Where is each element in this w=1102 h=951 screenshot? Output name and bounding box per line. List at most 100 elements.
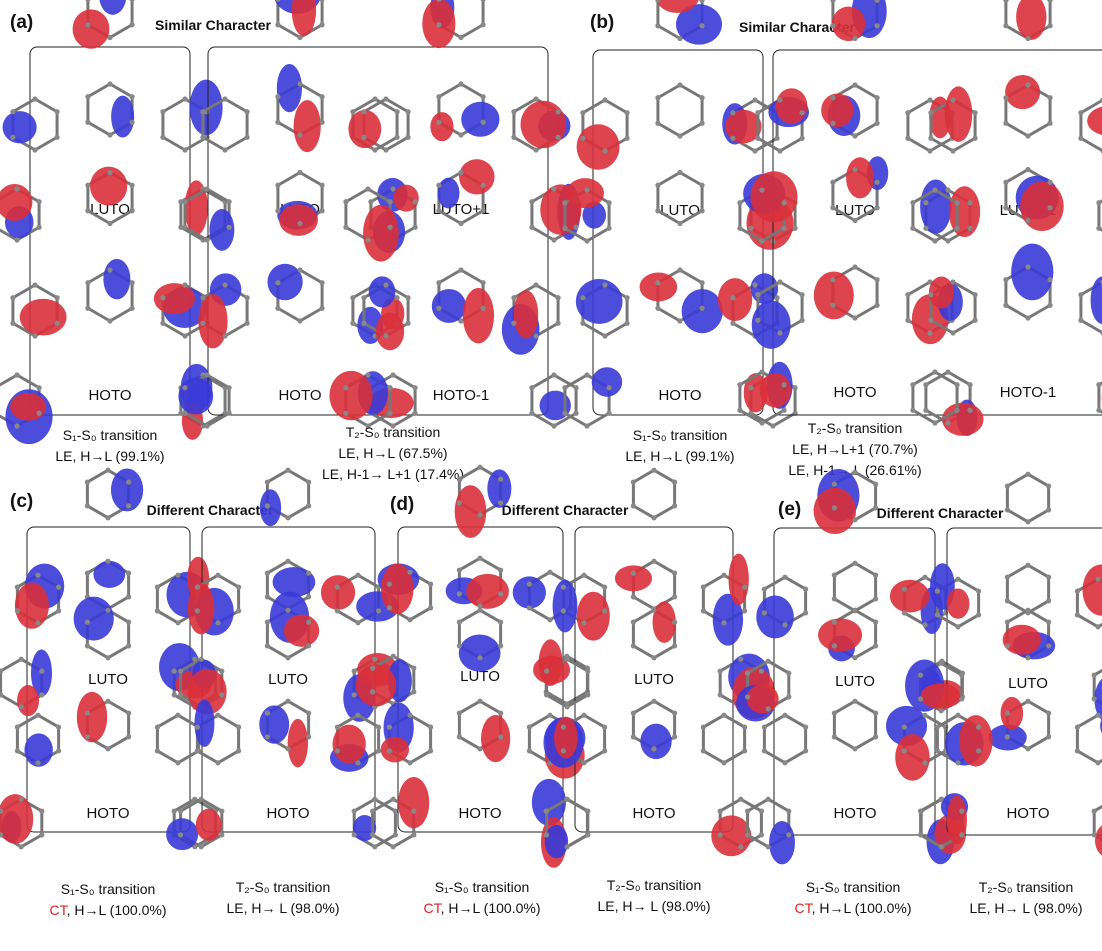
atom [15, 608, 20, 613]
atom [390, 186, 395, 191]
atom [672, 480, 677, 485]
bond [941, 663, 962, 675]
atom [85, 643, 90, 648]
bond [17, 715, 38, 727]
orbital-lobe [554, 717, 578, 759]
atom [244, 109, 249, 114]
atom [606, 411, 611, 416]
atom [36, 385, 41, 390]
atom [219, 832, 224, 837]
atom [35, 713, 40, 718]
bond [88, 122, 110, 135]
bond [110, 84, 132, 97]
atom [928, 318, 933, 323]
atom [457, 620, 462, 625]
atom [480, 208, 485, 213]
atom [335, 725, 340, 730]
orbital-label: HOTO [833, 805, 876, 822]
atom [852, 655, 857, 660]
atom [533, 333, 538, 338]
atom [602, 725, 607, 730]
atom [762, 587, 767, 592]
atom [343, 385, 348, 390]
bond [1, 659, 22, 671]
atom [1003, 303, 1008, 308]
atom [677, 133, 682, 138]
atom [175, 713, 180, 718]
atom [458, 221, 463, 226]
bond [633, 597, 654, 609]
bond [87, 506, 108, 518]
atom [155, 725, 160, 730]
atom [529, 385, 534, 390]
atom [585, 832, 590, 837]
orbital-lobe [333, 725, 366, 764]
orbital-lobe [455, 485, 487, 538]
atom [631, 711, 636, 716]
atom [561, 608, 566, 613]
orbital-lobe [3, 111, 37, 143]
bond [658, 123, 680, 136]
detail-text: , H→L (100.0%) [67, 902, 167, 918]
atom [561, 585, 566, 590]
bond [108, 737, 129, 749]
atom [730, 321, 735, 326]
atom [1025, 167, 1030, 172]
bond [393, 375, 415, 388]
atom [39, 692, 44, 697]
atom [1025, 655, 1030, 660]
atom [350, 295, 355, 300]
atom [581, 573, 586, 578]
atom [730, 110, 735, 115]
atom [215, 713, 220, 718]
bond [218, 751, 239, 763]
atom [265, 480, 270, 485]
atom [107, 35, 112, 40]
atom [1078, 136, 1083, 141]
bond [785, 715, 806, 727]
atom [699, 183, 704, 188]
atom [480, 94, 485, 99]
atom [905, 318, 910, 323]
atom [1005, 575, 1010, 580]
atom [555, 295, 560, 300]
atom [555, 321, 560, 326]
bond [855, 737, 876, 749]
atom [129, 22, 134, 27]
atom [742, 748, 747, 753]
atom [1003, 205, 1008, 210]
atom [105, 655, 110, 660]
atom [129, 183, 134, 188]
atom [265, 503, 270, 508]
atom [129, 208, 134, 213]
atom [436, 120, 441, 125]
atom [1046, 711, 1051, 716]
orbital-label: HOTO [658, 387, 701, 404]
atom [792, 226, 797, 231]
atom [781, 226, 786, 231]
atom [651, 699, 656, 704]
atom [830, 23, 835, 28]
orbital-lobe [463, 288, 494, 343]
orbital-lobe [438, 178, 460, 209]
orbital-lobe [369, 276, 396, 307]
bond [163, 99, 185, 112]
atom [182, 147, 187, 152]
atom [1003, 95, 1008, 100]
bond [1007, 474, 1028, 486]
panel-label: (b) [590, 12, 614, 33]
atom [935, 589, 940, 594]
atom [935, 748, 940, 753]
atom [922, 575, 927, 580]
atom [383, 333, 388, 338]
atom [1078, 292, 1083, 297]
atom [226, 199, 231, 204]
atom [959, 696, 964, 701]
atom [160, 295, 165, 300]
bond [633, 646, 654, 658]
atom [533, 147, 538, 152]
atom [1047, 277, 1052, 282]
orbital-label: LUTO [634, 671, 674, 688]
orbital-lobe [111, 96, 134, 138]
atom [39, 669, 44, 674]
